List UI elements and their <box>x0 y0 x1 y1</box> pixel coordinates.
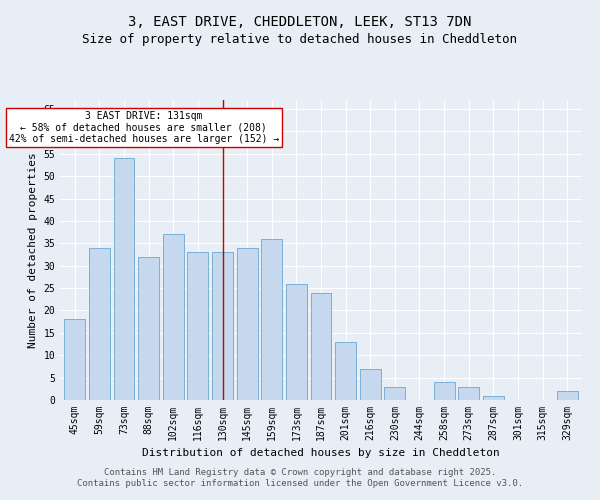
Bar <box>236 248 257 400</box>
Bar <box>261 239 282 400</box>
Text: Contains HM Land Registry data © Crown copyright and database right 2025.
Contai: Contains HM Land Registry data © Crown c… <box>77 468 523 487</box>
Bar <box>138 256 159 400</box>
Text: 3 EAST DRIVE: 131sqm
← 58% of detached houses are smaller (208)
42% of semi-deta: 3 EAST DRIVE: 131sqm ← 58% of detached h… <box>8 111 279 144</box>
Bar <box>483 396 504 400</box>
Text: Size of property relative to detached houses in Cheddleton: Size of property relative to detached ho… <box>83 32 517 46</box>
Bar <box>113 158 134 400</box>
Text: 3, EAST DRIVE, CHEDDLETON, LEEK, ST13 7DN: 3, EAST DRIVE, CHEDDLETON, LEEK, ST13 7D… <box>128 15 472 29</box>
Bar <box>311 292 331 400</box>
Bar <box>360 368 381 400</box>
Bar <box>458 386 479 400</box>
Bar <box>385 386 406 400</box>
Bar <box>187 252 208 400</box>
Bar <box>89 248 110 400</box>
Bar <box>286 284 307 400</box>
Bar <box>64 320 85 400</box>
Bar <box>163 234 184 400</box>
Bar <box>557 391 578 400</box>
Bar <box>335 342 356 400</box>
Bar <box>212 252 233 400</box>
Bar <box>434 382 455 400</box>
Y-axis label: Number of detached properties: Number of detached properties <box>28 152 38 348</box>
X-axis label: Distribution of detached houses by size in Cheddleton: Distribution of detached houses by size … <box>142 448 500 458</box>
